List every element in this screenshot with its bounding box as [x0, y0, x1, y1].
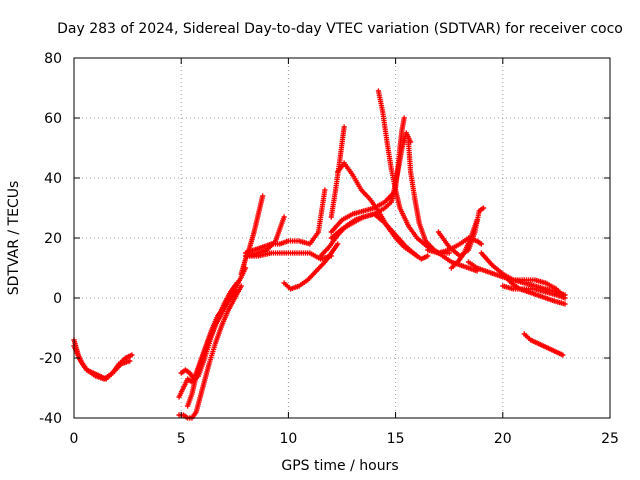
- data-point: [480, 205, 487, 211]
- y-tick-label: -20: [39, 351, 62, 367]
- series-arc-17: [328, 130, 414, 235]
- y-tick-label: 40: [44, 171, 62, 187]
- y-tick-label: -40: [39, 411, 62, 427]
- series-arc-10: [242, 250, 334, 262]
- y-tick-label: 20: [44, 231, 62, 247]
- y-ticks: -40 -20 0 20 40 60 80: [39, 51, 610, 427]
- grid: [74, 58, 610, 418]
- data-point: [478, 241, 484, 247]
- data-point: [281, 214, 287, 220]
- x-tick-label: 25: [601, 431, 619, 447]
- data-points: [71, 88, 568, 421]
- series-arc-25: [500, 271, 568, 307]
- data-point: [560, 352, 566, 358]
- data-point: [425, 253, 431, 259]
- data-point: [322, 187, 328, 193]
- x-axis-label: GPS time / hours: [281, 458, 398, 474]
- y-tick-label: 80: [44, 51, 62, 67]
- y-axis-label: SDTVAR / TECUs: [6, 181, 22, 296]
- series-arc-7: [238, 193, 266, 277]
- data-point: [238, 283, 244, 289]
- series-arc-20: [435, 205, 487, 259]
- data-point: [335, 241, 341, 247]
- series-arc-3: [176, 283, 244, 421]
- x-tick-label: 5: [177, 431, 186, 447]
- series-arc-6: [178, 289, 240, 382]
- x-ticks: 0 5 10 15 20 25: [70, 58, 619, 447]
- data-point: [127, 358, 133, 364]
- x-tick-label: 15: [387, 431, 405, 447]
- x-tick-label: 20: [494, 431, 512, 447]
- data-point: [129, 352, 135, 358]
- series-arc-2: [71, 343, 133, 382]
- data-point: [260, 193, 266, 199]
- data-point: [234, 289, 240, 295]
- data-point: [328, 235, 334, 241]
- y-tick-label: 60: [44, 111, 62, 127]
- data-point: [341, 124, 347, 130]
- x-tick-label: 0: [70, 431, 79, 447]
- series-arc-8: [242, 187, 328, 256]
- data-point: [562, 295, 568, 301]
- series-arc-26: [521, 331, 566, 358]
- series-arc-15: [375, 88, 452, 256]
- x-tick-label: 10: [279, 431, 297, 447]
- chart-title: Day 283 of 2024, Sidereal Day-to-day VTE…: [57, 21, 623, 37]
- data-point: [474, 217, 480, 223]
- series-arc-11: [281, 241, 341, 292]
- data-point: [562, 301, 568, 307]
- series-arc-21: [448, 217, 480, 271]
- y-tick-label: 0: [53, 291, 62, 307]
